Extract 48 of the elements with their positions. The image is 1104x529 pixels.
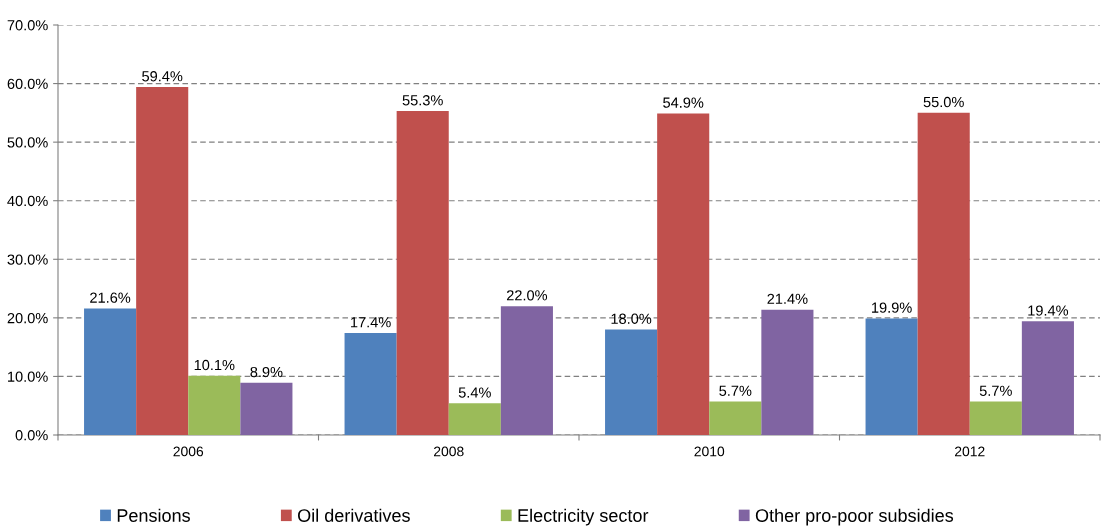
data-label: 10.1%: [194, 359, 235, 371]
bar: [188, 375, 241, 435]
data-label: 55.0%: [923, 96, 964, 108]
data-label: 22.0%: [506, 290, 548, 301]
y-tick-label: 0.0%: [15, 430, 48, 441]
data-label: 21.4%: [767, 293, 808, 304]
bar: [500, 306, 553, 435]
y-tick-label: 20.0%: [7, 312, 48, 324]
bar: [84, 308, 137, 435]
bar: [136, 87, 189, 435]
bar: [657, 113, 710, 435]
bar: [448, 403, 501, 435]
y-tick-label: 60.0%: [7, 78, 48, 89]
bar: [917, 112, 970, 435]
legend-label: Oil derivatives: [298, 508, 410, 522]
bar: [865, 318, 918, 435]
y-tick-label: 40.0%: [7, 195, 48, 207]
x-tick-label: 2010: [694, 446, 725, 457]
bar: [709, 401, 762, 435]
bar: [344, 333, 397, 435]
data-label: 54.9%: [663, 97, 704, 108]
data-label: 18.0%: [611, 313, 652, 324]
data-label: 19.4%: [1028, 305, 1069, 316]
x-tick-label: 2006: [173, 446, 204, 457]
y-tick-label: 50.0%: [7, 137, 48, 148]
data-label: 5.7%: [719, 385, 752, 396]
legend-label: Pensions: [117, 508, 190, 522]
data-label: 5.4%: [458, 387, 491, 398]
bar: [240, 382, 293, 435]
bar: [761, 309, 814, 435]
data-label: 8.9%: [250, 366, 283, 378]
x-tick-label: 2012: [955, 446, 985, 457]
bar: [1021, 321, 1074, 435]
y-tick-label: 30.0%: [7, 254, 48, 265]
data-label: 55.3%: [402, 95, 443, 106]
data-label: 21.6%: [90, 292, 131, 303]
x-tick-label: 2008: [434, 446, 464, 457]
data-label: 17.4%: [351, 317, 391, 328]
legend-label: Electricity sector: [518, 508, 649, 526]
bar: [605, 329, 658, 435]
data-label: 59.4%: [142, 71, 183, 82]
y-tick-label: 70.0%: [7, 20, 48, 31]
data-label: 19.9%: [872, 302, 912, 313]
bar: [396, 111, 449, 435]
bar: [969, 401, 1022, 435]
y-tick-label: 10.0%: [8, 371, 48, 382]
legend-label: Other pro-poor subsidies: [755, 508, 954, 526]
data-label: 5.7%: [979, 385, 1012, 396]
